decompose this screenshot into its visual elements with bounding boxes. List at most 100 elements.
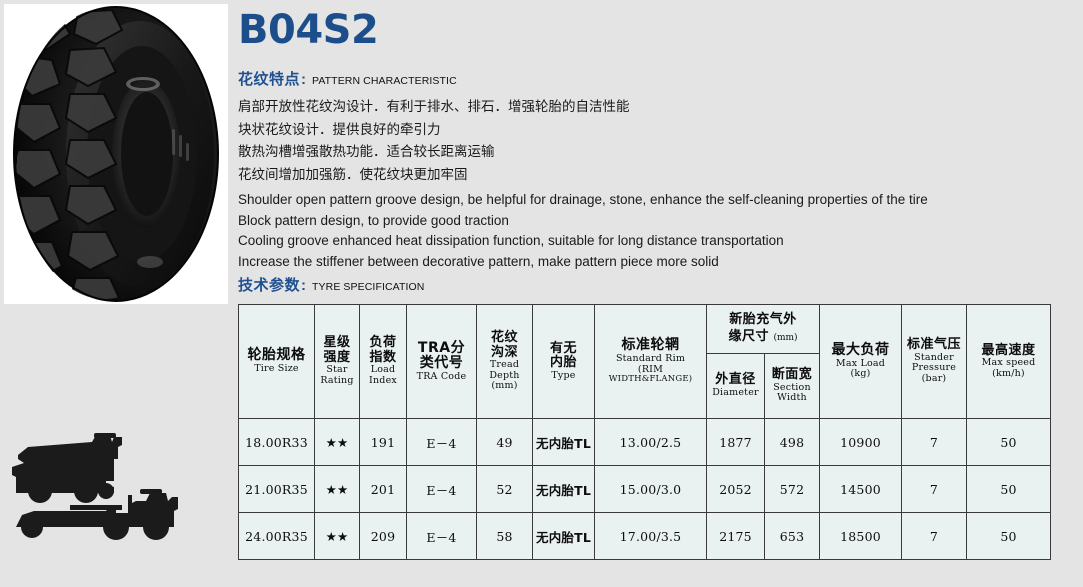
cell-tra-code: E－4 [406,418,477,466]
cell-type: 无内胎TL [532,418,595,466]
cell-max-speed: 50 [966,512,1051,560]
header-standard-rim: 标准轮辋 Standard Rim (RIM WIDTH&FLANGE) [594,304,707,419]
header-star-rating-en1: Star [326,364,348,376]
feature-line-en: Block pattern design, to provide good tr… [238,212,509,228]
header-tire-size-cn: 轮胎规格 [247,347,306,364]
cell-pressure: 7 [901,418,967,466]
cell-section-width: 498 [764,418,820,466]
cell-tra-code: E－4 [406,465,477,513]
table-header: 轮胎规格 Tire Size 星级 强度 Star Rating 负荷 指数 L… [238,304,1051,419]
header-tra-code: TRA分 类代号 TRA Code [406,304,477,419]
cell-section-width: 572 [764,465,820,513]
cell-type: 无内胎TL [532,465,595,513]
tire-photo-container [4,4,228,304]
cell-tread-depth: 49 [476,418,533,466]
cell-standard-rim: 17.00/3.5 [594,512,707,560]
spec-heading-cn: 技术参数 [238,276,301,294]
pattern-characteristic-heading: 花纹特点 : PATTERN CHARACTERISTIC [238,68,457,89]
cell-tire-size: 24.00R35 [238,512,315,560]
header-star-rating-cn1: 星级 [323,335,351,351]
header-pressure-cn1: 标准气压 [906,337,961,353]
spec-heading-en: TYRE SPECIFICATION [312,281,425,293]
table-body: 18.00R33 ★★ 191 E－4 49 无内胎TL 13.00/2.5 1… [238,418,1051,560]
features-list-english: Shoulder open pattern groove design, be … [238,190,928,272]
header-type: 有无 内胎 Type [532,304,595,419]
spec-heading-colon: : [301,277,307,294]
header-max-speed: 最高速度 Max speed (km/h) [966,304,1051,419]
header-tread-depth-cn1: 花纹 [490,330,518,346]
cell-type: 无内胎TL [532,512,595,560]
header-tread-depth-en2: Depth [489,369,520,381]
feature-line-en: Shoulder open pattern groove design, be … [238,192,928,207]
header-pressure-en1: Stander [914,351,954,363]
features-list-chinese: 肩部开放性花纹沟设计．有利于排水、排石．增强轮胎的自洁性能 块状花纹设计．提供良… [238,96,630,186]
table-row: 21.00R35 ★★ 201 E－4 52 无内胎TL 15.00/3.0 2… [238,465,1051,513]
header-standard-pressure: 标准气压 Stander Pressure (bar) [901,304,967,419]
header-diameter-cn1: 外直径 [715,372,756,388]
cell-max-speed: 50 [966,418,1051,466]
header-inflated-cn2: 缘尺寸 [728,329,769,345]
header-inflated-line2: 缘尺寸 (mm) [728,327,798,345]
cell-pressure: 7 [901,465,967,513]
header-standard-rim-en3: WIDTH&FLANGE) [608,374,693,385]
header-tread-depth-cn2: 沟深 [490,344,518,360]
cell-tread-depth: 58 [476,512,533,560]
header-type-cn2: 内胎 [549,355,577,371]
header-max-load-cn1: 最大负荷 [831,342,890,359]
header-pressure-en2: Pressure [911,362,957,374]
header-inflated-unit: (mm) [773,333,798,344]
header-max-speed-cn1: 最高速度 [981,342,1036,358]
header-tread-depth-en3: (mm) [491,380,518,392]
header-star-rating: 星级 强度 Star Rating [314,304,360,419]
header-tra-code-en1: TRA Code [416,370,467,382]
header-tire-size: 轮胎规格 Tire Size [238,304,315,419]
cell-standard-rim: 13.00/2.5 [594,418,707,466]
header-load-index-cn2: 指数 [369,349,397,365]
cell-diameter: 2175 [706,512,765,560]
header-section-width-en1: Section [773,381,811,393]
header-load-index-en2: Index [369,375,397,387]
cell-tire-size: 21.00R35 [238,465,315,513]
header-tread-depth-en1: Tread [489,359,520,371]
cell-standard-rim: 15.00/3.0 [594,465,707,513]
cell-diameter: 2052 [706,465,765,513]
cell-max-load: 10900 [819,418,902,466]
cell-star-rating: ★★ [314,512,360,560]
specification-table-container: 轮胎规格 Tire Size 星级 强度 Star Rating 负荷 指数 L… [238,304,1051,560]
cell-load-index: 191 [359,418,407,466]
header-tire-size-en: Tire Size [254,363,299,375]
feature-line-cn: 散热沟槽增强散热功能．适合较长距离运输 [238,144,495,160]
header-diameter-en1: Diameter [712,386,759,398]
header-section-width-cn1: 断面宽 [771,367,813,383]
header-inflated-cn1: 新胎充气外 [729,311,797,327]
cell-star-rating: ★★ [314,465,360,513]
feature-line-en: Increase the stiffener between decorativ… [238,253,719,269]
product-content-panel: B04S2 花纹特点 : PATTERN CHARACTERISTIC 肩部开放… [232,0,1083,587]
header-standard-rim-cn1: 标准轮辋 [621,337,680,354]
page-title: B04S2 [238,7,379,53]
table-row: 18.00R33 ★★ 191 E－4 49 无内胎TL 13.00/2.5 1… [238,418,1051,466]
table-header-row-1: 轮胎规格 Tire Size 星级 强度 Star Rating 负荷 指数 L… [238,304,1051,419]
cell-max-load: 18500 [819,512,902,560]
header-pressure-en3: (bar) [921,373,947,385]
header-star-rating-cn2: 强度 [323,349,351,365]
header-load-index-cn1: 负荷 [369,335,397,351]
cell-pressure: 7 [901,512,967,560]
cell-load-index: 201 [359,465,407,513]
header-max-speed-en1: Max speed [981,357,1036,369]
header-tra-code-cn2: 类代号 [419,355,464,372]
header-max-speed-en2: (km/h) [992,367,1025,379]
cell-section-width: 653 [764,512,820,560]
table-header-row-2: 外直径 Diameter 断面宽 Section Width [239,353,1051,419]
header-type-en1: Type [551,369,576,381]
header-star-rating-en2: Rating [320,375,354,387]
application-vehicle-silhouettes [12,433,178,540]
header-load-index: 负荷 指数 Load Index [359,304,407,419]
pattern-heading-en: PATTERN CHARACTERISTIC [312,75,457,87]
cell-load-index: 209 [359,512,407,560]
cell-star-rating: ★★ [314,418,360,466]
header-standard-rim-en1: Standard Rim [615,352,686,364]
rigid-dump-truck-silhouette [12,433,122,503]
articulated-scraper-silhouette [14,489,178,540]
tyre-specification-heading: 技术参数 : TYRE SPECIFICATION [238,274,424,295]
